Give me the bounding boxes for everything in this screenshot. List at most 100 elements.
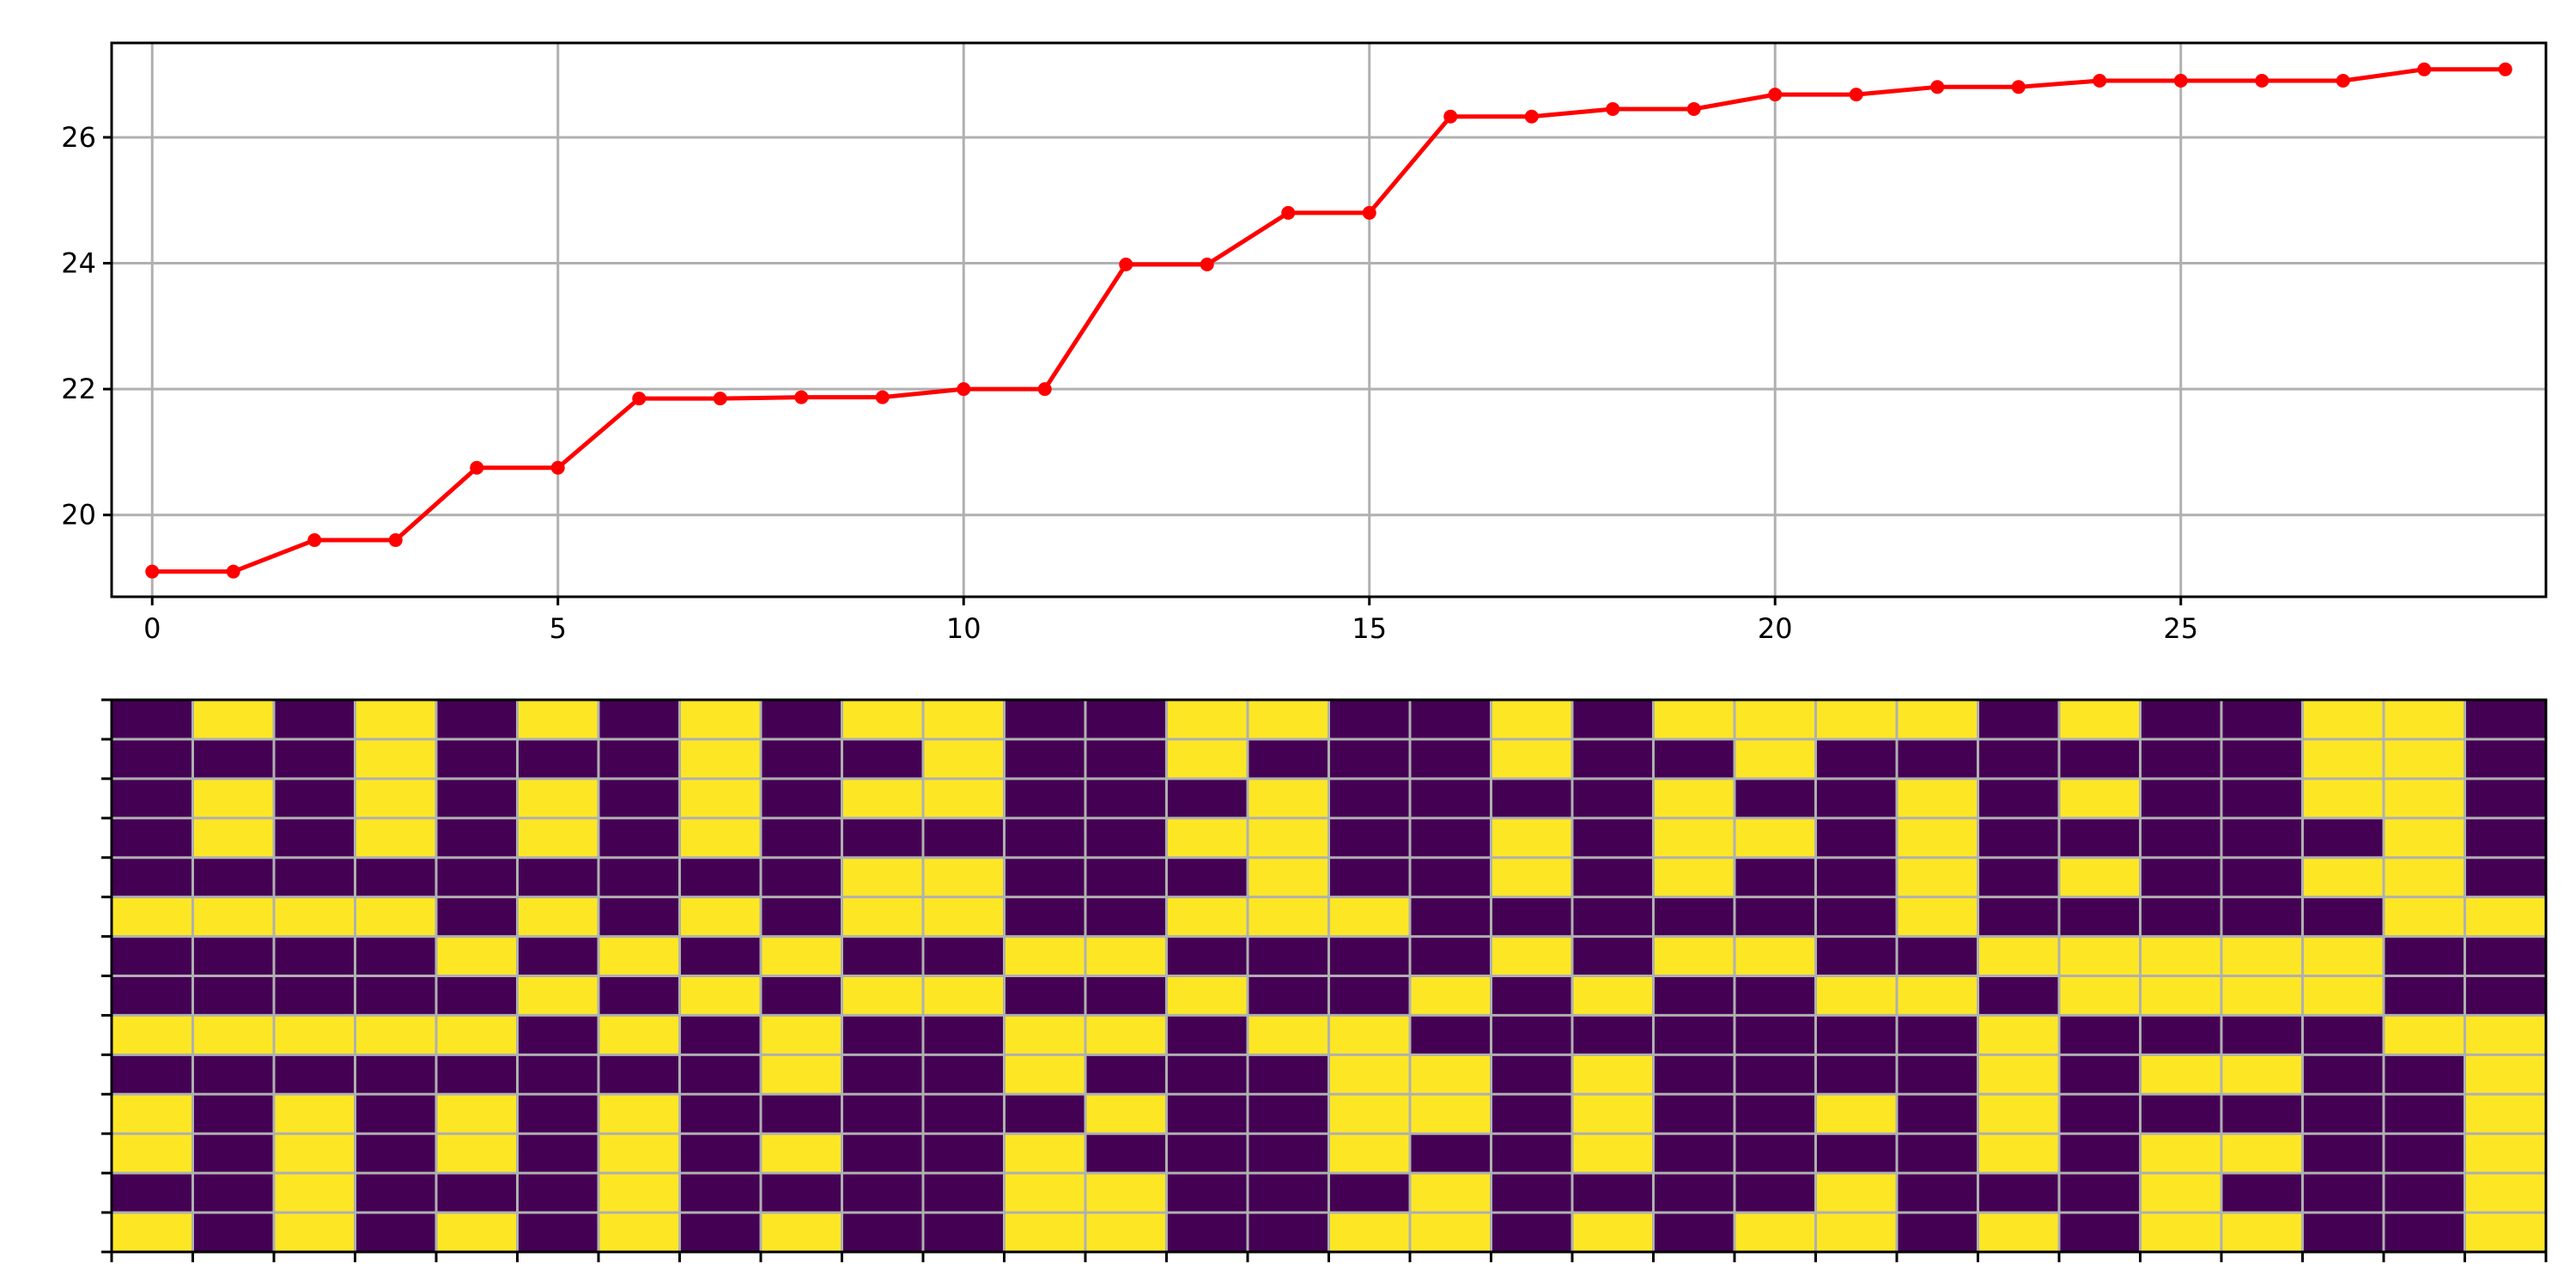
heatmap-cell [1653,1173,1735,1213]
heatmap-cell [274,896,355,938]
heatmap-cell [1978,896,2060,938]
heatmap-cell [1572,936,1654,976]
heatmap-cell [2302,1173,2385,1213]
heatmap-cell [355,1094,437,1134]
heatmap-cell [1085,1133,1167,1174]
heatmap-cell [517,1054,599,1095]
heatmap-cell [2221,1015,2303,1055]
heatmap-cell [2464,975,2547,1016]
heatmap-cell [2221,1173,2303,1213]
heatmap-cell [1653,1015,1735,1055]
heatmap-cell [598,936,680,976]
data-point [226,564,240,579]
heatmap-cell [1248,700,1329,740]
heatmap-cell [1004,700,1086,740]
data-point [713,392,727,406]
heatmap-cell [2384,936,2465,976]
data-point [2173,73,2188,88]
heatmap-cell [761,738,842,780]
heatmap-cell [2464,896,2547,938]
heatmap-cell [1248,738,1329,780]
heatmap-cell [2464,700,2547,740]
heatmap-cell [1328,817,1411,859]
heatmap-cell [1978,1054,2060,1095]
heatmap-cell [192,778,275,819]
heatmap-cell [1166,817,1249,859]
heatmap-cell [1897,1094,1978,1134]
x-tick-label: 20 [1758,612,1793,645]
heatmap-cell [1004,857,1086,898]
heatmap-cell [1410,1212,1492,1253]
heatmap-cell [192,1094,275,1134]
heatmap-cell [1897,975,1978,1016]
heatmap-cell [1572,1054,1654,1095]
heatmap-cell [274,778,355,819]
heatmap-cell [192,817,275,859]
heatmap-cell [1328,738,1411,780]
heatmap-cell [598,975,680,1016]
heatmap-cell [598,1212,680,1253]
heatmap-cell [1653,936,1735,976]
heatmap-cell [192,1015,275,1055]
heatmap-cell [1248,1015,1329,1055]
heatmap-cell [1491,738,1573,780]
heatmap-cell [1166,857,1249,898]
heatmap-cell [2140,857,2222,898]
heatmap-cell [192,1212,275,1253]
data-point [1686,101,1701,116]
heatmap-cell [1410,738,1492,780]
heatmap-cell [1735,1173,1816,1213]
heatmap-cell [1085,975,1167,1016]
heatmap-cell [1735,896,1816,938]
heatmap-cell [1978,1133,2060,1174]
heatmap-cell [1572,1015,1654,1055]
heatmap-cell [1004,1054,1086,1095]
heatmap-cell [1410,1054,1492,1095]
heatmap-cell [1491,1054,1573,1095]
heatmap-cell [192,975,275,1016]
heatmap-cell [1572,738,1654,780]
heatmap-cell [112,1094,193,1134]
heatmap-cell [1978,936,2060,976]
heatmap-cell [1978,1015,2060,1055]
heatmap-cell [2221,1212,2303,1253]
heatmap-cell [274,1015,355,1055]
heatmap-cell [1166,975,1249,1016]
heatmap-cell [598,778,680,819]
heatmap-cell [436,1094,518,1134]
data-point [875,390,890,404]
heatmap-cell [1815,857,1898,898]
x-tick-label: 10 [946,612,981,645]
heatmap-cell [436,936,518,976]
heatmap-ticks [101,698,2548,1262]
heatmap-cell [1815,1212,1898,1253]
heatmap-cell [2302,1212,2385,1253]
heatmap-cell [1491,1212,1573,1253]
heatmap-cell [2464,1173,2547,1213]
heatmap-cell [2384,778,2465,819]
heatmap-cell [1815,700,1898,740]
heatmap-cell [841,738,924,780]
heatmap-cell [355,857,437,898]
heatmap-cell [1653,1054,1735,1095]
data-point [307,533,322,548]
heatmap-cell [1085,738,1167,780]
heatmap-cell [2221,936,2303,976]
heatmap-cell [2140,896,2222,938]
heatmap-cell [1897,1212,1978,1253]
heatmap-cell [2140,936,2222,976]
heatmap-cell [841,817,924,859]
heatmap-cell [1085,778,1167,819]
heatmap-cell [841,896,924,938]
heatmap-cell [1897,1133,1978,1174]
heatmap-cell [923,1054,1005,1095]
heatmap-cell [1491,817,1573,859]
heatmap-cell [598,896,680,938]
heatmap-cell [436,817,518,859]
heatmap-cell [1572,700,1654,740]
heatmap-cell [1410,778,1492,819]
heatmap-cell [1410,1133,1492,1174]
heatmap-cell [1815,1015,1898,1055]
heatmap-cell [923,1094,1005,1134]
heatmap-cell [1653,1094,1735,1134]
